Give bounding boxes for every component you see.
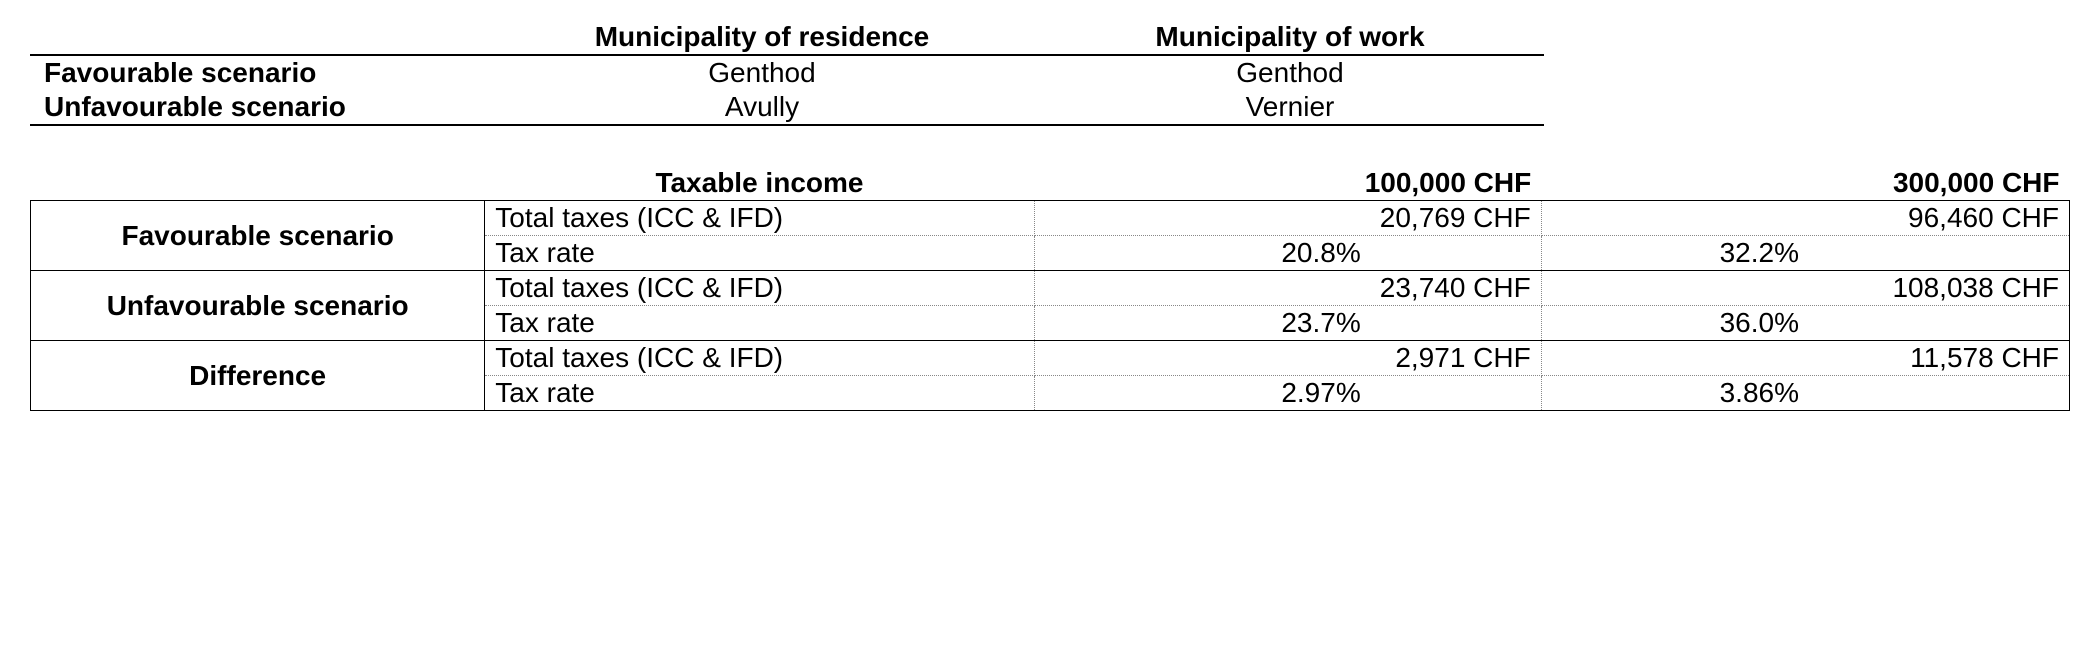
value-cell: 23,740 CHF	[1034, 271, 1541, 306]
col-residence: Municipality of residence	[488, 20, 1036, 55]
residence-cell: Avully	[488, 90, 1036, 125]
metric-label: Tax rate	[485, 236, 1034, 271]
table-row: Difference Total taxes (ICC & IFD) 2,971…	[31, 341, 2070, 376]
work-cell: Genthod	[1036, 55, 1544, 90]
work-cell: Vernier	[1036, 90, 1544, 125]
value-cell: 3.86%	[1541, 376, 2069, 411]
scenario-label: Difference	[31, 341, 485, 411]
scenario-municipality-table: Municipality of residence Municipality o…	[30, 20, 1544, 126]
value-cell: 2.97%	[1034, 376, 1541, 411]
scenario-label: Favourable scenario	[31, 201, 485, 271]
table-header-row: Municipality of residence Municipality o…	[30, 20, 1544, 55]
value-cell: 2,971 CHF	[1034, 341, 1541, 376]
col-scenario-blank	[31, 166, 485, 201]
value-cell: 96,460 CHF	[1541, 201, 2069, 236]
value-cell: 32.2%	[1541, 236, 2069, 271]
residence-cell: Genthod	[488, 55, 1036, 90]
value-cell: 23.7%	[1034, 306, 1541, 341]
table-row: Favourable scenario Total taxes (ICC & I…	[31, 201, 2070, 236]
col-scenario-blank	[30, 20, 488, 55]
value-cell: 11,578 CHF	[1541, 341, 2069, 376]
metric-label: Total taxes (ICC & IFD)	[485, 201, 1034, 236]
value-cell: 108,038 CHF	[1541, 271, 2069, 306]
value-cell: 36.0%	[1541, 306, 2069, 341]
table-row: Unfavourable scenario Total taxes (ICC &…	[31, 271, 2070, 306]
table-row: Unfavourable scenario Avully Vernier	[30, 90, 1544, 125]
tax-comparison-table: Taxable income 100,000 CHF 300,000 CHF F…	[30, 166, 2070, 411]
col-income-100k: 100,000 CHF	[1034, 166, 1541, 201]
metric-label: Total taxes (ICC & IFD)	[485, 341, 1034, 376]
metric-label: Tax rate	[485, 306, 1034, 341]
table-header-row: Taxable income 100,000 CHF 300,000 CHF	[31, 166, 2070, 201]
col-income-300k: 300,000 CHF	[1541, 166, 2069, 201]
metric-label: Total taxes (ICC & IFD)	[485, 271, 1034, 306]
table-row: Favourable scenario Genthod Genthod	[30, 55, 1544, 90]
scenario-label: Favourable scenario	[30, 55, 488, 90]
value-cell: 20.8%	[1034, 236, 1541, 271]
col-work: Municipality of work	[1036, 20, 1544, 55]
col-taxable-income: Taxable income	[485, 166, 1034, 201]
scenario-label: Unfavourable scenario	[31, 271, 485, 341]
metric-label: Tax rate	[485, 376, 1034, 411]
scenario-label: Unfavourable scenario	[30, 90, 488, 125]
value-cell: 20,769 CHF	[1034, 201, 1541, 236]
